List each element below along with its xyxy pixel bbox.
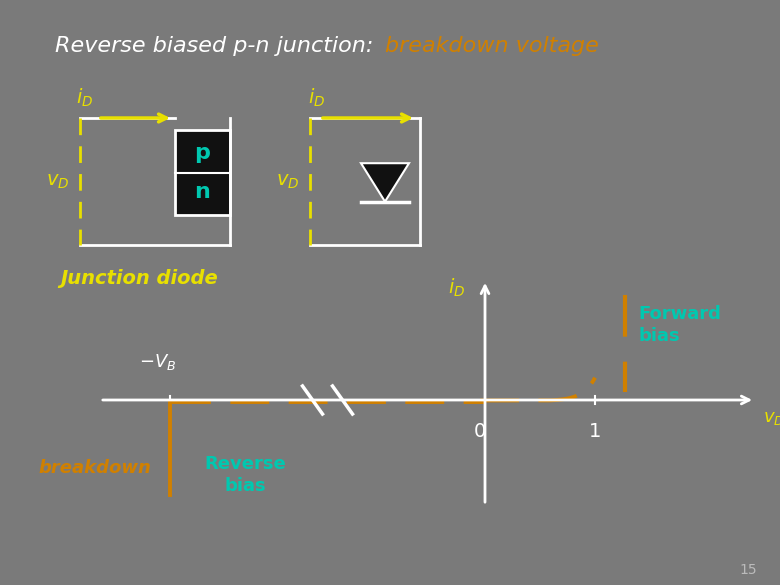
Text: 15: 15 <box>739 563 757 577</box>
Text: Junction diode: Junction diode <box>60 269 218 287</box>
Text: $i_D$: $i_D$ <box>448 277 466 299</box>
Text: $i_D$: $i_D$ <box>76 87 94 109</box>
Text: breakdown voltage: breakdown voltage <box>385 36 599 56</box>
Polygon shape <box>361 163 409 202</box>
Text: $-V_B$: $-V_B$ <box>140 352 176 372</box>
Text: Forward
bias: Forward bias <box>638 305 721 345</box>
Text: $i_D$: $i_D$ <box>308 87 325 109</box>
Text: 1: 1 <box>589 422 601 441</box>
Text: 0: 0 <box>474 422 486 441</box>
Bar <box>175 130 230 215</box>
Text: $v_D$: $v_D$ <box>46 172 69 191</box>
Text: n: n <box>194 182 211 202</box>
Text: Reverse
bias: Reverse bias <box>204 455 286 495</box>
Text: p: p <box>194 143 211 163</box>
Text: Reverse biased p-n junction:: Reverse biased p-n junction: <box>55 36 381 56</box>
Text: $v_D$: $v_D$ <box>763 409 780 427</box>
Text: breakdown: breakdown <box>38 459 151 477</box>
Bar <box>175 130 230 215</box>
Text: $v_D$: $v_D$ <box>276 172 300 191</box>
